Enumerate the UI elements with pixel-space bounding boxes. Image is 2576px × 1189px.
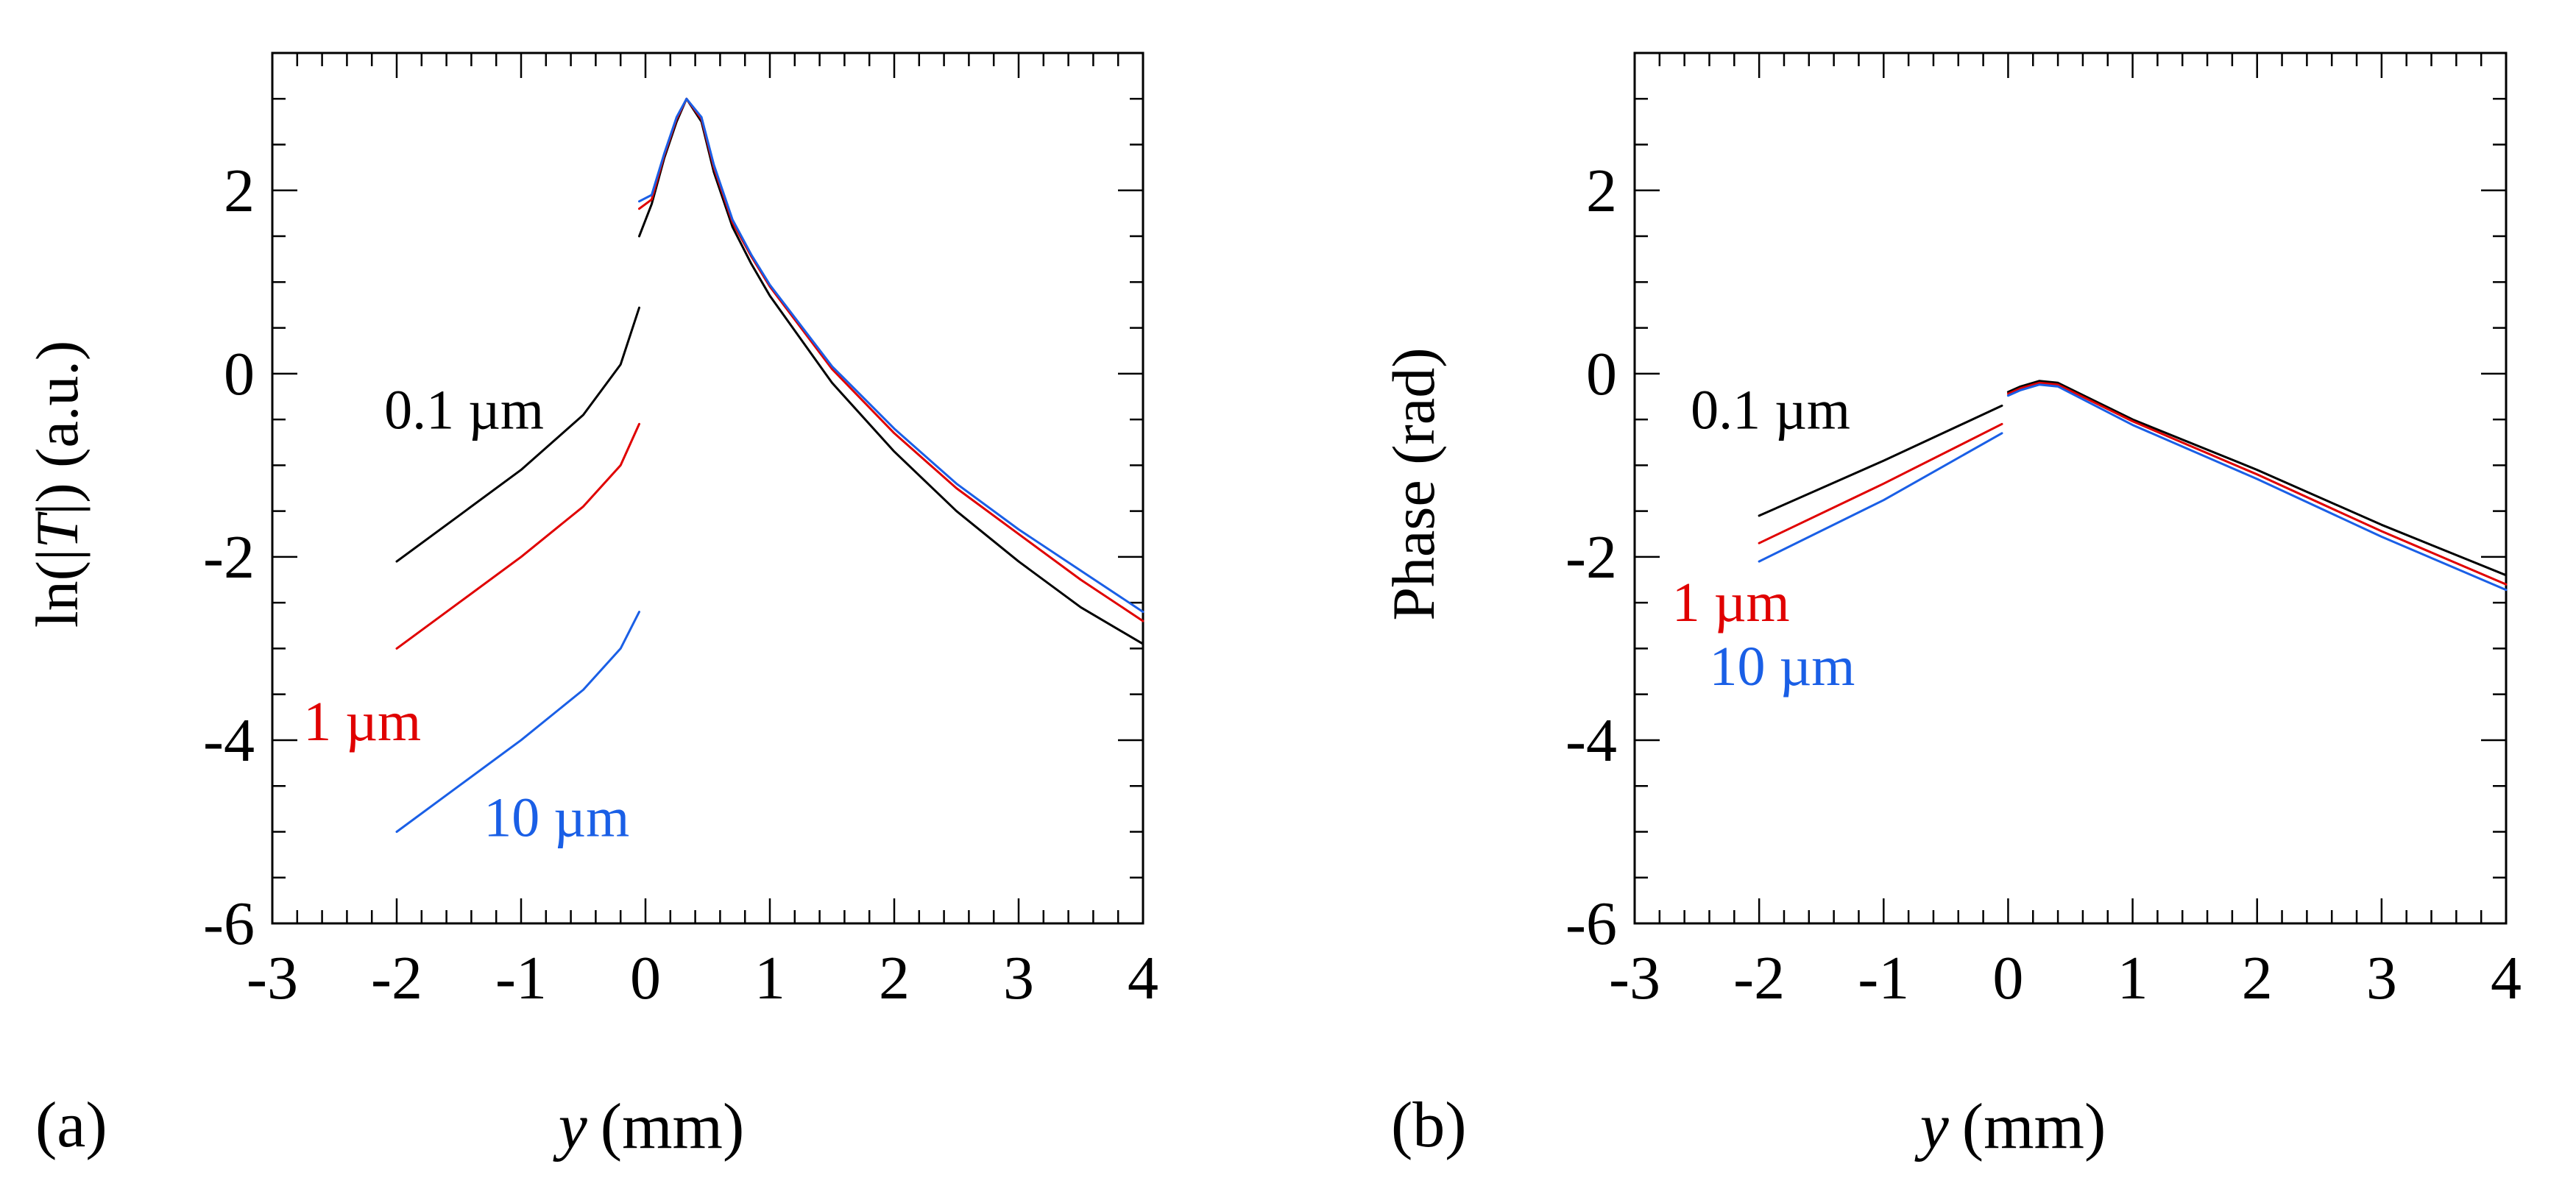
panel-b-x-tick-label: 0 — [1992, 944, 2023, 1012]
panel-b-x-axis-label: y (mm) — [1914, 1091, 2106, 1163]
panel-b-curve-label-0: 0.1 µm — [1691, 380, 1850, 441]
panel-a-curve-label-2: 10 µm — [484, 787, 629, 849]
panel-b-x-tick-label: 2 — [2242, 944, 2273, 1012]
panel-a-series-line-0-segment-0 — [395, 306, 640, 563]
panel-a-series-line-2-segment-0 — [395, 611, 640, 833]
panel-b-y-ticks: -6 -4 -2 0 2 — [1565, 52, 2506, 958]
panel-b-y-tick-label: -2 — [1565, 523, 1617, 592]
panel-b-x-tick-label: -2 — [1733, 944, 1785, 1012]
panel-a-y-tick-label: -6 — [203, 890, 255, 958]
panel-a-x-tick-label: -2 — [371, 944, 422, 1012]
panel-b-series-line-0-segment-1 — [2006, 380, 2508, 577]
panel-a-label: (a) — [35, 1090, 107, 1161]
panel-b-x-tick-label: -1 — [1858, 944, 1909, 1012]
panel-a-y-tick-label: 2 — [224, 157, 255, 225]
panel-a-annotations: 0.1 µm 1 µm 10 µm — [303, 380, 629, 849]
panel-b-curve-label-2: 10 µm — [1709, 636, 1855, 698]
panel-b-label: (b) — [1391, 1090, 1467, 1161]
panel-b-x-tick-label: 3 — [2366, 944, 2397, 1012]
panel-b-x-tick-label: 1 — [2117, 944, 2148, 1012]
panel-a-series-line-2-segment-1 — [638, 97, 1144, 614]
panel-a-series-line-1-segment-0 — [395, 422, 640, 650]
panel-b-series-line-2-segment-1 — [2006, 383, 2508, 592]
panel-b-x-tick-label: 4 — [2491, 944, 2522, 1012]
panel-a-series — [395, 97, 1144, 833]
panel-a-x-axis-label: y (mm) — [553, 1091, 745, 1163]
panel-a-y-tick-label: -4 — [203, 706, 255, 775]
panel-a-x-tick-label: 3 — [1003, 944, 1034, 1012]
panel-b-y-tick-label: -4 — [1565, 706, 1617, 775]
panel-a-plot-area — [271, 52, 1144, 925]
panel-b-frame — [1633, 52, 2508, 925]
panel-b-series-line-1-segment-0 — [1758, 422, 2003, 544]
panel-a-x-tick-label: -1 — [495, 944, 547, 1012]
panel-b-y-tick-label: 2 — [1586, 157, 1617, 225]
panel-a-y-ticks: -6 -4 -2 0 2 — [203, 52, 1143, 958]
panel-b-series-line-0-segment-0 — [1758, 404, 2003, 517]
panel-a-x-tick-label: 1 — [754, 944, 785, 1012]
panel-a-x-tick-label: 2 — [879, 944, 910, 1012]
panel-b-curve-label-1: 1 µm — [1672, 572, 1790, 633]
panel-b-y-axis-label: Phase (rad) — [1380, 347, 1447, 620]
panel-b-series — [1758, 380, 2508, 592]
panel-b-x-ticks: -3 -2 -1 0 1 2 3 4 — [1609, 53, 2522, 1012]
panel-a-curve-label-1: 1 µm — [303, 691, 421, 753]
panel-a-x-tick-label: -3 — [247, 944, 298, 1012]
panel-a-y-tick-label: -2 — [203, 523, 255, 592]
panel-b-y-tick-label: -6 — [1565, 890, 1617, 958]
panel-a-frame — [271, 52, 1144, 925]
panel-b-plot-area — [1633, 52, 2508, 925]
panel-a-curve-label-0: 0.1 µm — [384, 380, 544, 441]
panel-a-x-tick-label: 4 — [1128, 944, 1158, 1012]
panel-a-x-tick-label: 0 — [630, 944, 661, 1012]
panel-b-series-line-1-segment-1 — [2006, 381, 2508, 586]
panel-a: -3 -2 -1 0 1 2 3 4 -6 -4 -2 0 2 0.1 µm 1 µm 10 µm ln(… — [24, 52, 1158, 1163]
panel-b-x-tick-label: -3 — [1609, 944, 1660, 1012]
panel-a-y-tick-label: 0 — [224, 340, 255, 408]
panel-a-x-ticks: -3 -2 -1 0 1 2 3 4 — [247, 53, 1158, 1012]
panel-b-series-line-2-segment-0 — [1758, 432, 2003, 563]
panel-b-y-tick-label: 0 — [1586, 340, 1617, 408]
panel-a-y-axis-label: ln(|T|) (a.u.) — [24, 341, 91, 628]
